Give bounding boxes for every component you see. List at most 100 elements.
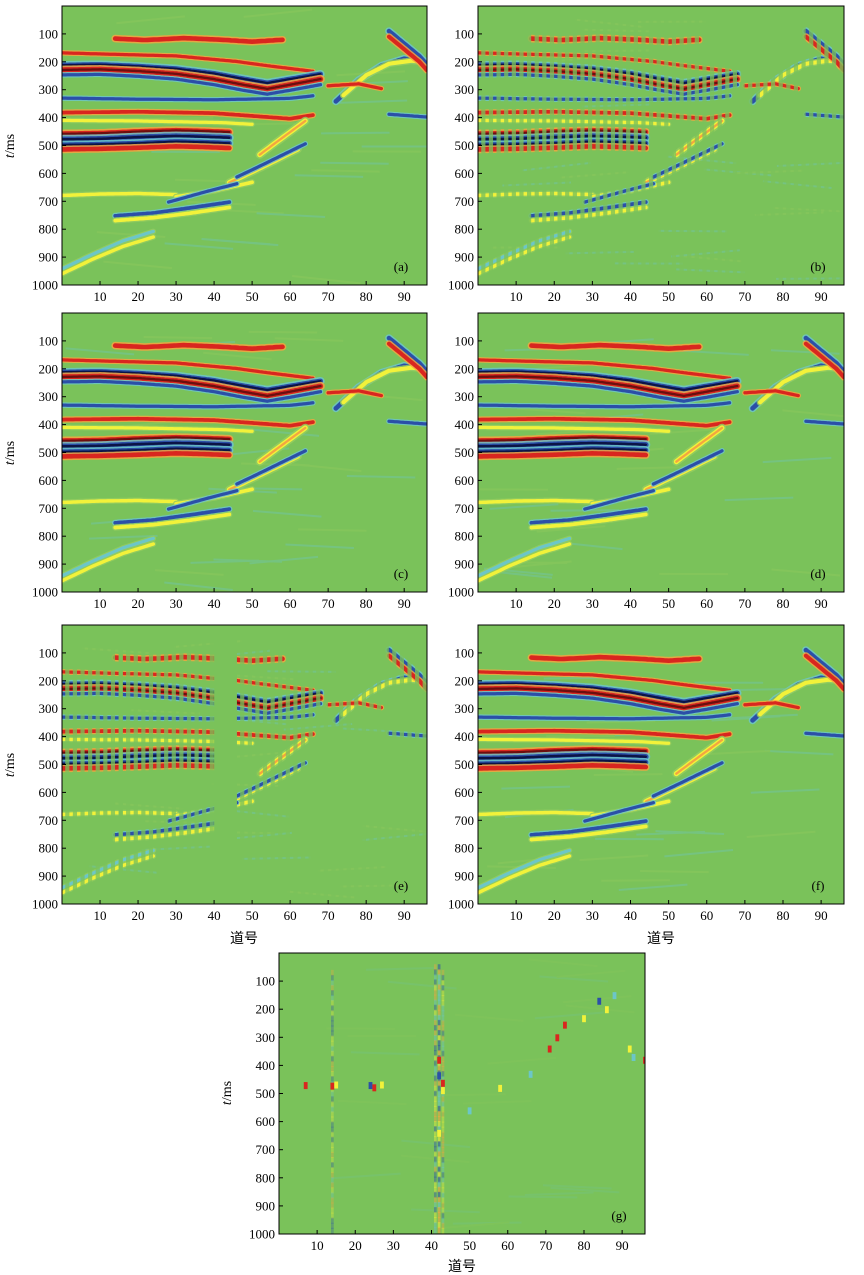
- panel-e-missing-trace: [126, 625, 131, 904]
- panel-c-event-27: [326, 389, 384, 398]
- panel-a-x-tick-label: 30: [170, 289, 183, 304]
- panel-g-texture-line: [387, 980, 457, 990]
- panel-g-residual-trace: [437, 1141, 441, 1148]
- panel-f-event-8-core: [478, 748, 647, 754]
- panel-g-texture: [326, 958, 635, 1230]
- panel-e-missing-trace: [72, 625, 78, 904]
- panel-g-residual-spot: [612, 992, 617, 1000]
- panel-g-residual-trace: [437, 1212, 441, 1219]
- panel-e-missing-trace: [308, 625, 313, 904]
- panel-c-texture-line: [203, 351, 272, 361]
- panel-g-residual-trace: [441, 1227, 445, 1234]
- panel-g-residual-trace: [437, 1029, 441, 1036]
- panel-e-x-tick-label: 10: [94, 908, 107, 923]
- panel-g-residual-spot: [627, 1045, 632, 1053]
- panel-a-y-axis: 100 200 300 400 500 600 700 800 900 1000: [32, 26, 66, 293]
- panel-b-decimation-mask: [481, 6, 844, 285]
- panel-c-x-tick-label: 60: [284, 596, 297, 611]
- panel-d-x-tick-label: 80: [777, 596, 790, 611]
- panel-f-event-9-core: [478, 753, 648, 760]
- panel-d-y-tick-label: 700: [455, 501, 475, 516]
- panel-g-residual-trace: [437, 1050, 441, 1057]
- panel-f-texture-line: [750, 788, 820, 794]
- panel-g-residual-trace: [331, 1167, 334, 1174]
- panel-c-event-12-core: [258, 426, 307, 463]
- panel-b-y-tick-label: 200: [455, 54, 475, 69]
- panel-g-residual-trace: [441, 1060, 445, 1067]
- panel-d-event-20: [478, 542, 572, 583]
- panel-b-missing-trace: [824, 6, 829, 285]
- panel-b: 100 200 300 400 500 600 700 800 900 1000 10 20 30 40 5…: [448, 5, 845, 304]
- panel-g-texture-line: [452, 1221, 522, 1225]
- panel-e-missing-trace: [278, 625, 283, 904]
- panel-g-texture-line: [550, 1186, 620, 1194]
- panel-g-residual: [303, 964, 645, 1234]
- panel-a-event-20: [62, 235, 156, 276]
- panel-g-residual-trace: [331, 1000, 334, 1007]
- panel-e-missing-trace: [148, 625, 154, 904]
- panel-f-y-tick-label: 600: [455, 785, 475, 800]
- panel-g-residual-trace: [441, 1045, 445, 1052]
- panel-g-residual-trace: [433, 1060, 437, 1067]
- panel-g-x-axis: 10 20 30 40 50 60 70 80 90: [311, 1230, 629, 1253]
- panel-b-texture-line: [574, 18, 644, 29]
- panel-a-x-tick-label: 70: [322, 289, 335, 304]
- panel-g-texture-line: [401, 1139, 471, 1149]
- panel-b-missing-trace: [809, 6, 814, 285]
- panel-g-residual-trace: [437, 1040, 441, 1047]
- panel-b-texture-line: [773, 206, 843, 213]
- panel-d-texture-line: [724, 496, 794, 502]
- panel-d-x-tick-label: 70: [738, 596, 751, 611]
- panel-f-x-tick-label: 80: [777, 908, 790, 923]
- panel-e-missing-trace: [331, 625, 336, 904]
- panel-f-texture-line: [601, 879, 670, 882]
- panel-f-event-6: [478, 728, 732, 740]
- panel-b-missing-trace: [816, 6, 821, 285]
- panel-g-residual-trace: [441, 1076, 445, 1083]
- panel-g-residual-trace: [437, 1161, 441, 1168]
- panel-d-plot-area: [478, 313, 844, 592]
- panel-b-missing-trace: [763, 6, 768, 285]
- panel-g-residual-trace: [331, 1060, 334, 1067]
- panel-f-event-4: [478, 691, 739, 715]
- panel-f-texture-line: [746, 830, 816, 839]
- panel-g-y-tick-label: 1000: [249, 1227, 275, 1242]
- panel-c-event-8-core: [62, 436, 231, 442]
- panel-e-y-tick-label: 800: [39, 841, 59, 856]
- panel-g-residual-trace: [433, 1121, 437, 1128]
- panel-g-residual-trace: [437, 1186, 441, 1193]
- panel-a-texture-line: [116, 15, 186, 25]
- panel-g-residual-trace: [437, 1126, 441, 1133]
- panel-g-residual-trace: [433, 1045, 437, 1052]
- panel-c-texture-line: [298, 528, 367, 532]
- panel-e-x-tick-label: 30: [170, 908, 183, 923]
- panel-b-missing-trace: [671, 6, 677, 285]
- panel-f-event-27: [743, 701, 800, 710]
- panel-d-event-12-core: [675, 426, 724, 463]
- panel-d-events: [478, 334, 844, 584]
- panel-f-y-tick-label: 400: [455, 729, 475, 744]
- panel-g-residual-trace: [437, 1095, 441, 1102]
- panel-f-event-21: [478, 848, 572, 890]
- panel-a-event-9-core: [62, 134, 231, 141]
- panel-b-x-axis: 10 20 30 40 50 60 70 80 90: [510, 281, 828, 304]
- panel-d-event-21: [478, 536, 572, 578]
- panel-g-residual-trace: [433, 1035, 437, 1042]
- panel-g-residual-trace: [437, 1019, 441, 1026]
- panel-d-texture-line: [680, 349, 749, 356]
- panel-f: 道号 100 200 300 400 500 600 700 800 900 1000 10 20 30…: [448, 624, 845, 947]
- panel-c-texture-line: [248, 330, 318, 334]
- panel-b-texture-line: [582, 49, 651, 53]
- panel-g-residual-trace: [433, 1201, 437, 1208]
- panel-d-label: (d): [810, 566, 825, 581]
- panel-g-residual-trace: [441, 1025, 445, 1032]
- panel-e-x-tick-label: 20: [132, 908, 145, 923]
- panel-g-residual-trace: [433, 1217, 437, 1224]
- panel-c-x-tick-label: 70: [322, 596, 335, 611]
- panel-b-missing-trace: [481, 6, 486, 285]
- panel-b-missing-trace: [504, 6, 509, 285]
- panel-c-x-tick-label: 10: [94, 596, 107, 611]
- panel-e-y-tick-label: 100: [39, 645, 59, 660]
- panel-f-y-tick-label: 500: [455, 757, 475, 772]
- panel-a-x-axis: 10 20 30 40 50 60 70 80 90: [94, 281, 411, 304]
